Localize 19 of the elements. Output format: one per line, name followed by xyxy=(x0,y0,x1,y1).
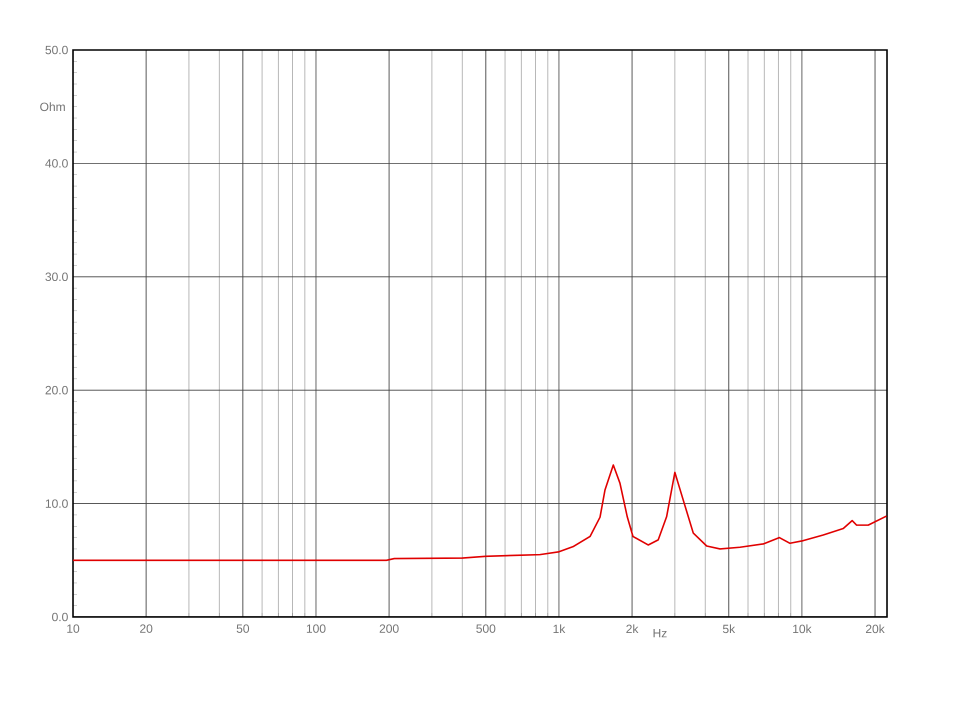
y-axis-title: Ohm xyxy=(40,102,65,112)
x-axis-title: Hz xyxy=(654,629,667,638)
y-tick-label: 50.0 xyxy=(45,46,68,54)
x-tick-label: 1k xyxy=(554,624,566,634)
x-tick-label: 10 xyxy=(67,624,80,633)
y-tick-label: 30.0 xyxy=(45,272,68,282)
y-tick-label: 0.0 xyxy=(52,612,68,622)
x-tick-label: 5k xyxy=(722,624,736,634)
x-tick-label: 100 xyxy=(306,624,326,633)
y-tick-label: 10.0 xyxy=(46,499,68,508)
y-tick-label: 20.0 xyxy=(46,386,68,394)
x-tick-label: 20k xyxy=(866,624,885,634)
x-tick-label: 50 xyxy=(236,624,250,633)
x-tick-label: 10k xyxy=(793,624,812,634)
x-tick-label: 200 xyxy=(380,624,399,633)
x-tick-label: 20 xyxy=(140,624,152,633)
y-tick-label: 40.0 xyxy=(45,159,68,168)
x-tick-label: 500 xyxy=(476,624,496,633)
x-tick-label: 2k xyxy=(626,624,638,634)
